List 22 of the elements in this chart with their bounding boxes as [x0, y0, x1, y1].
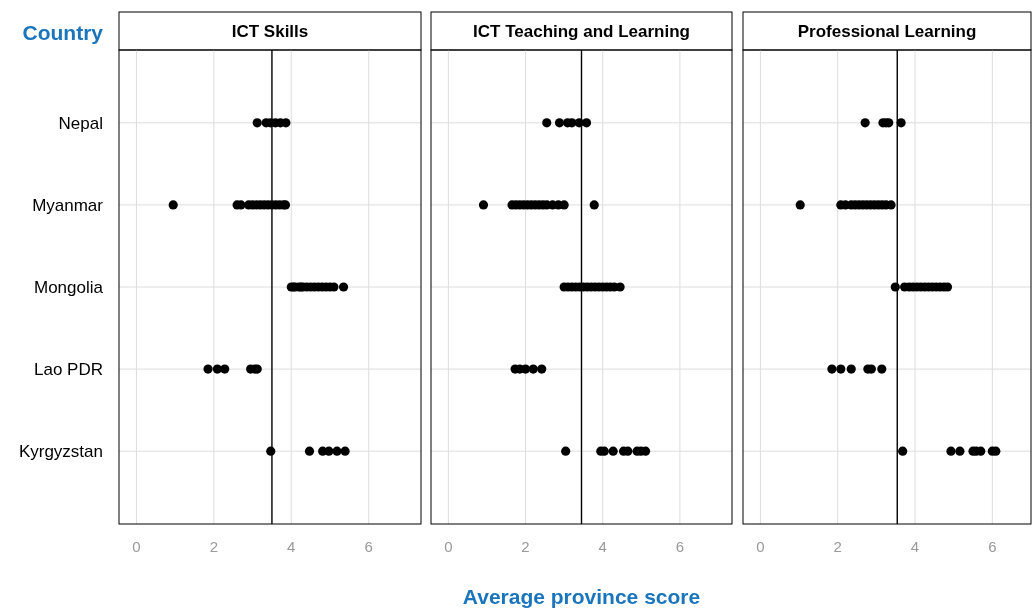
- x-tick-label: 6: [988, 538, 997, 555]
- y-tick-label: Kyrgyzstan: [18, 442, 103, 462]
- x-tick-label: 0: [132, 538, 141, 555]
- x-tick-label: 6: [364, 538, 373, 555]
- chart-title: ICT Teaching and Learning: [473, 22, 690, 41]
- x-tick-label: 4: [910, 538, 920, 555]
- y-axis-title: Country: [22, 21, 104, 44]
- x-tick-label: 2: [521, 538, 530, 555]
- x-tick-label: 0: [444, 538, 453, 555]
- x-tick-label: 2: [209, 538, 219, 555]
- y-tick-label: Mongolia: [34, 278, 104, 297]
- x-tick-label: 6: [675, 538, 685, 555]
- x-tick-label: 4: [598, 538, 607, 555]
- y-tick-label: Myanmar: [32, 195, 104, 215]
- x-tick-label: 0: [756, 538, 765, 555]
- y-tick-label: Lao PDR: [34, 360, 103, 380]
- y-tick-label: Nepal: [58, 113, 103, 133]
- chart-title: ICT Skills: [231, 22, 309, 41]
- x-tick-label: 2: [833, 538, 842, 555]
- x-tick-label: 4: [287, 538, 296, 555]
- chart-title: Professional Learning: [797, 22, 977, 41]
- x-axis-title: Average province score: [462, 585, 701, 608]
